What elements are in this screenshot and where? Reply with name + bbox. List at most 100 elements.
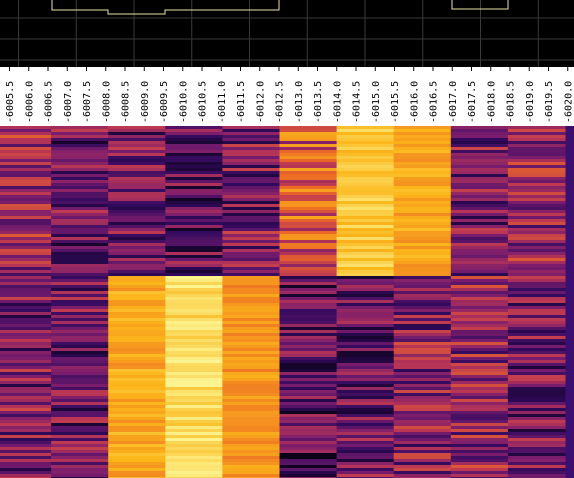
heatmap-cell [222, 132, 280, 135]
heatmap-cell [0, 351, 52, 354]
heatmap-cell [108, 378, 166, 381]
heatmap-cell [0, 399, 52, 402]
heatmap-cell [108, 384, 166, 387]
heatmap-cell [336, 384, 395, 387]
heatmap-cell [0, 390, 52, 393]
heatmap-cell [222, 324, 280, 327]
heatmap-cell [222, 252, 280, 255]
heatmap-cell [393, 147, 452, 150]
heatmap-cell [108, 366, 166, 369]
heatmap-cell [450, 174, 509, 177]
heatmap-cell [51, 141, 109, 144]
heatmap-cell [393, 354, 452, 357]
heatmap-cell [165, 312, 223, 315]
heatmap-cell [279, 204, 338, 207]
heatmap-cell [0, 183, 52, 186]
heatmap-cell [507, 303, 566, 306]
heatmap-cell [393, 426, 452, 429]
heatmap-cell [507, 417, 566, 420]
heatmap-cell [108, 288, 166, 291]
heatmap-cell [108, 444, 166, 447]
heatmap-cell [507, 414, 566, 417]
heatmap-cell [279, 363, 338, 366]
heatmap-cell [393, 381, 452, 384]
heatmap-cell [507, 144, 566, 147]
heatmap-cell [165, 186, 223, 189]
heatmap-cell [0, 393, 52, 396]
heatmap-cell [51, 219, 109, 222]
heatmap-cell [222, 264, 280, 267]
heatmap-cell [222, 195, 280, 198]
heatmap-cell [393, 432, 452, 435]
heatmap-cell [336, 417, 395, 420]
heatmap-cell [222, 261, 280, 264]
heatmap-cell [507, 192, 566, 195]
heatmap-cell [222, 387, 280, 390]
heatmap-cell [279, 216, 338, 219]
heatmap-cell [222, 378, 280, 381]
heatmap-cell [450, 459, 509, 462]
heatmap-cell [393, 171, 452, 174]
heatmap-cell [51, 342, 109, 345]
heatmap-cell [336, 393, 395, 396]
heatmap-cell [279, 456, 338, 459]
heatmap-cell [336, 363, 395, 366]
heatmap-cell [165, 444, 223, 447]
heatmap-cell [0, 438, 52, 441]
heatmap-cell [0, 129, 52, 132]
heatmap-cell [165, 183, 223, 186]
heatmap-cell [279, 432, 338, 435]
heatmap-cell [108, 153, 166, 156]
heatmap-cell [507, 195, 566, 198]
heatmap-cell [108, 255, 166, 258]
heatmap-cell [165, 405, 223, 408]
heatmap-cell [108, 306, 166, 309]
heatmap-cell [336, 129, 395, 132]
heatmap-cell [108, 261, 166, 264]
heatmap-cell [165, 462, 223, 465]
heatmap-cell [450, 237, 509, 240]
heatmap-cell [108, 390, 166, 393]
heatmap-cell [222, 180, 280, 183]
heatmap-cell [0, 456, 52, 459]
heatmap-cell [108, 129, 166, 132]
heatmap-cell [0, 330, 52, 333]
heatmap-cell [393, 183, 452, 186]
heatmap-cell [165, 168, 223, 171]
heatmap-cell [108, 225, 166, 228]
heatmap-cell [336, 237, 395, 240]
heatmap-cell [165, 252, 223, 255]
heatmap-cell [51, 207, 109, 210]
heatmap-cell [393, 273, 452, 276]
heatmap-cell [279, 378, 338, 381]
heatmap-cell [450, 261, 509, 264]
heatmap-cell [108, 411, 166, 414]
heatmap-cell [336, 378, 395, 381]
heatmap-cell [279, 351, 338, 354]
heatmap-cell [0, 339, 52, 342]
heatmap-cell [336, 174, 395, 177]
heatmap-cell [108, 309, 166, 312]
heatmap-cell [165, 216, 223, 219]
heatmap-cell [279, 294, 338, 297]
heatmap-cell [336, 432, 395, 435]
heatmap-cell [222, 159, 280, 162]
heatmap-cell [51, 216, 109, 219]
heatmap-cell [336, 207, 395, 210]
heatmap-cell [51, 324, 109, 327]
heatmap-cell [0, 321, 52, 324]
x-tick-label: -6007.0 [63, 81, 74, 123]
heatmap-cell [222, 321, 280, 324]
heatmap-cell [222, 243, 280, 246]
heatmap-cell [336, 360, 395, 363]
heatmap-cell [279, 276, 338, 279]
heatmap-cell [450, 147, 509, 150]
heatmap-cell [279, 438, 338, 441]
heatmap-cell [393, 405, 452, 408]
heatmap-cell [108, 363, 166, 366]
heatmap-cell [507, 330, 566, 333]
heatmap-cell [165, 207, 223, 210]
heatmap-cell [507, 237, 566, 240]
heatmap-cell [108, 267, 166, 270]
heatmap-cell [393, 219, 452, 222]
